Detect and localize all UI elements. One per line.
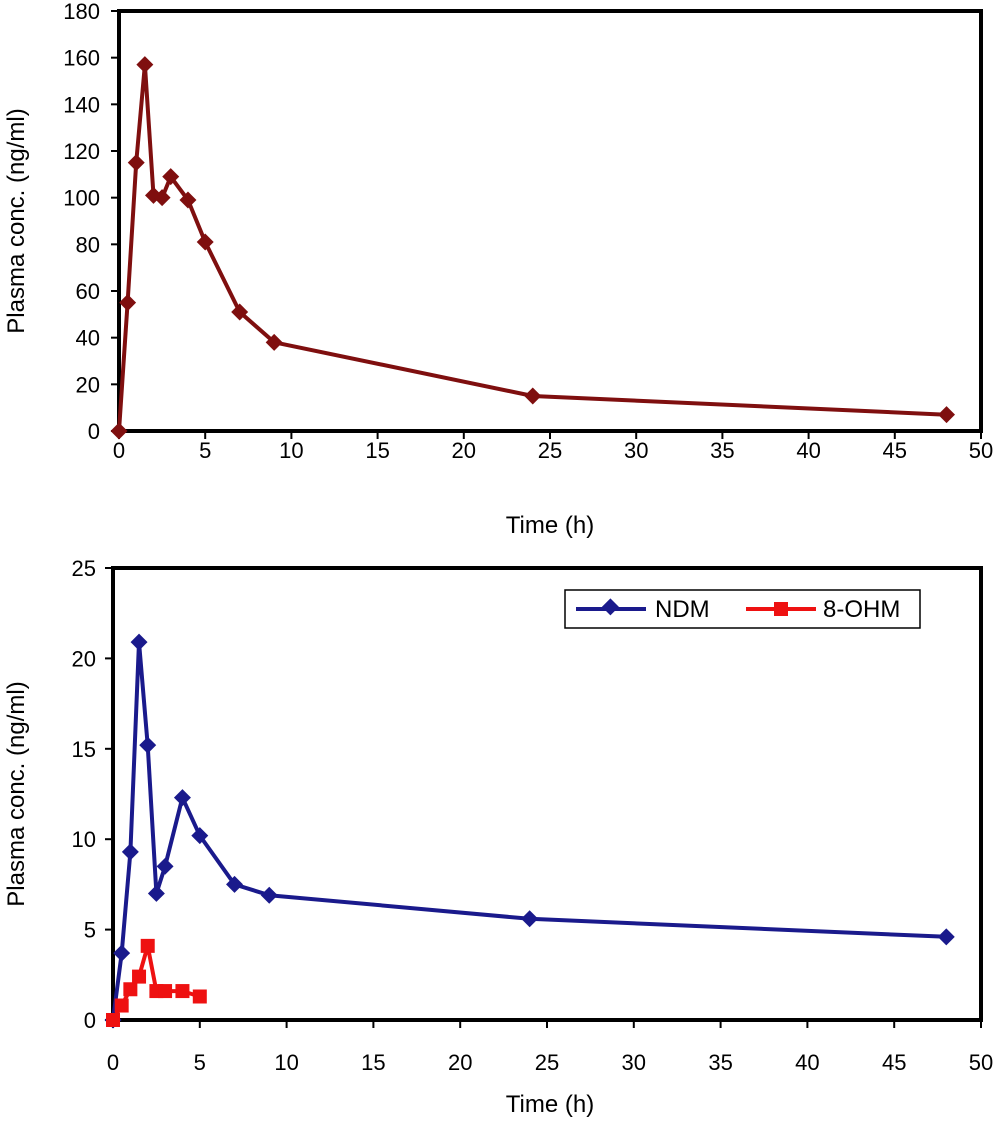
x-tick-label: 50	[969, 1050, 993, 1075]
x-tick-label: 15	[365, 438, 389, 463]
data-point	[173, 789, 191, 807]
y-tick-label: 40	[76, 326, 100, 351]
y-tick-label: 80	[76, 232, 100, 257]
y-tick-label: 180	[63, 0, 100, 24]
data-point	[231, 303, 249, 321]
data-point	[175, 984, 190, 999]
data-point	[938, 406, 956, 424]
series-layer-bottom	[104, 633, 955, 1029]
x-tick-label: 30	[624, 438, 648, 463]
data-point	[119, 294, 137, 312]
data-point	[132, 969, 147, 984]
data-point	[106, 1013, 120, 1027]
plot-frame-bottom	[111, 566, 983, 1022]
x-tick-label: 50	[969, 438, 993, 463]
legend-label-ndm: NDM	[655, 596, 710, 623]
x-tick-label: 10	[279, 438, 303, 463]
x-tick-label: 40	[796, 438, 820, 463]
x-tick-label: 45	[883, 438, 907, 463]
y-tick-label: 60	[76, 279, 100, 304]
data-point	[147, 884, 165, 902]
x-tick-label: 35	[708, 1050, 732, 1075]
y-tick-label: 20	[76, 372, 100, 397]
data-point	[937, 928, 955, 946]
x-axis-title-top: Time (h)	[506, 512, 594, 539]
data-point	[114, 998, 129, 1013]
x-tick-label: 30	[622, 1050, 646, 1075]
data-point	[136, 56, 154, 74]
x-tick-label: 10	[274, 1050, 298, 1075]
x-tick-label: 20	[448, 1050, 472, 1075]
data-point	[196, 233, 214, 251]
data-point	[113, 944, 131, 962]
x-tick-label: 5	[199, 438, 211, 463]
y-tick-label: 160	[63, 46, 100, 71]
x-tick-label: 40	[795, 1050, 819, 1075]
data-point	[265, 333, 283, 351]
y-tick-label: 0	[88, 419, 100, 444]
data-point	[521, 910, 539, 928]
x-tick-label: 45	[882, 1050, 906, 1075]
y-tick-label: 100	[63, 186, 100, 211]
data-point	[110, 422, 128, 440]
data-point	[260, 886, 278, 904]
y-axis-title-bottom: Plasma conc. (ng/ml)	[3, 681, 30, 906]
plot-frame-top	[117, 9, 983, 433]
y-tick-label: 120	[63, 139, 100, 164]
x-tick-label: 0	[107, 1050, 119, 1075]
data-point	[127, 154, 145, 172]
y-tick-label: 15	[72, 737, 96, 762]
tick-layer-top: 0 5 10 15 20 25 30 35 40 45 50 0 20 40 60 80 100 120 140 16…	[63, 0, 993, 463]
data-point	[226, 875, 244, 893]
data-point	[140, 938, 155, 953]
legend: NDM 8-OHM	[564, 589, 921, 629]
data-point	[121, 843, 139, 861]
y-tick-label: 20	[72, 646, 96, 671]
data-point	[162, 168, 180, 186]
y-tick-label: 25	[72, 556, 96, 581]
x-tick-label: 35	[710, 438, 734, 463]
data-point	[153, 189, 171, 207]
y-axis-title-top: Plasma conc. (ng/ml)	[3, 108, 30, 333]
data-point	[139, 736, 157, 754]
legend-label-8ohm: 8-OHM	[823, 596, 900, 623]
data-point	[130, 633, 148, 651]
legend-marker-ndm	[601, 598, 619, 616]
x-tick-label: 5	[194, 1050, 206, 1075]
data-point	[156, 857, 174, 875]
data-point	[192, 989, 207, 1004]
y-tick-label: 0	[84, 1008, 96, 1033]
series-line-ndm	[111, 640, 947, 1021]
x-tick-label: 25	[535, 1050, 559, 1075]
data-point	[179, 191, 197, 209]
x-tick-label: 15	[361, 1050, 385, 1075]
y-tick-label: 140	[63, 92, 100, 117]
data-point	[524, 387, 542, 405]
series-line-s0	[117, 62, 947, 432]
x-tick-label: 25	[538, 438, 562, 463]
legend-marker-8ohm	[774, 602, 788, 616]
data-point	[123, 982, 138, 997]
data-point	[191, 827, 209, 845]
y-tick-label: 10	[72, 827, 96, 852]
series-layer-top	[110, 56, 956, 440]
x-tick-label: 0	[113, 438, 125, 463]
tick-layer-bottom: 0 5 10 15 20 25 30 35 40 45 50 0 5 10 15 20 25	[72, 556, 994, 1075]
data-point	[158, 984, 173, 999]
chart-top: 0 5 10 15 20 25 30 35 40 45 50 0 20 40 60 80 100 120 140 16…	[3, 0, 993, 539]
x-axis-title-bottom: Time (h)	[506, 1091, 594, 1118]
y-tick-label: 5	[84, 918, 96, 943]
x-tick-label: 20	[452, 438, 476, 463]
